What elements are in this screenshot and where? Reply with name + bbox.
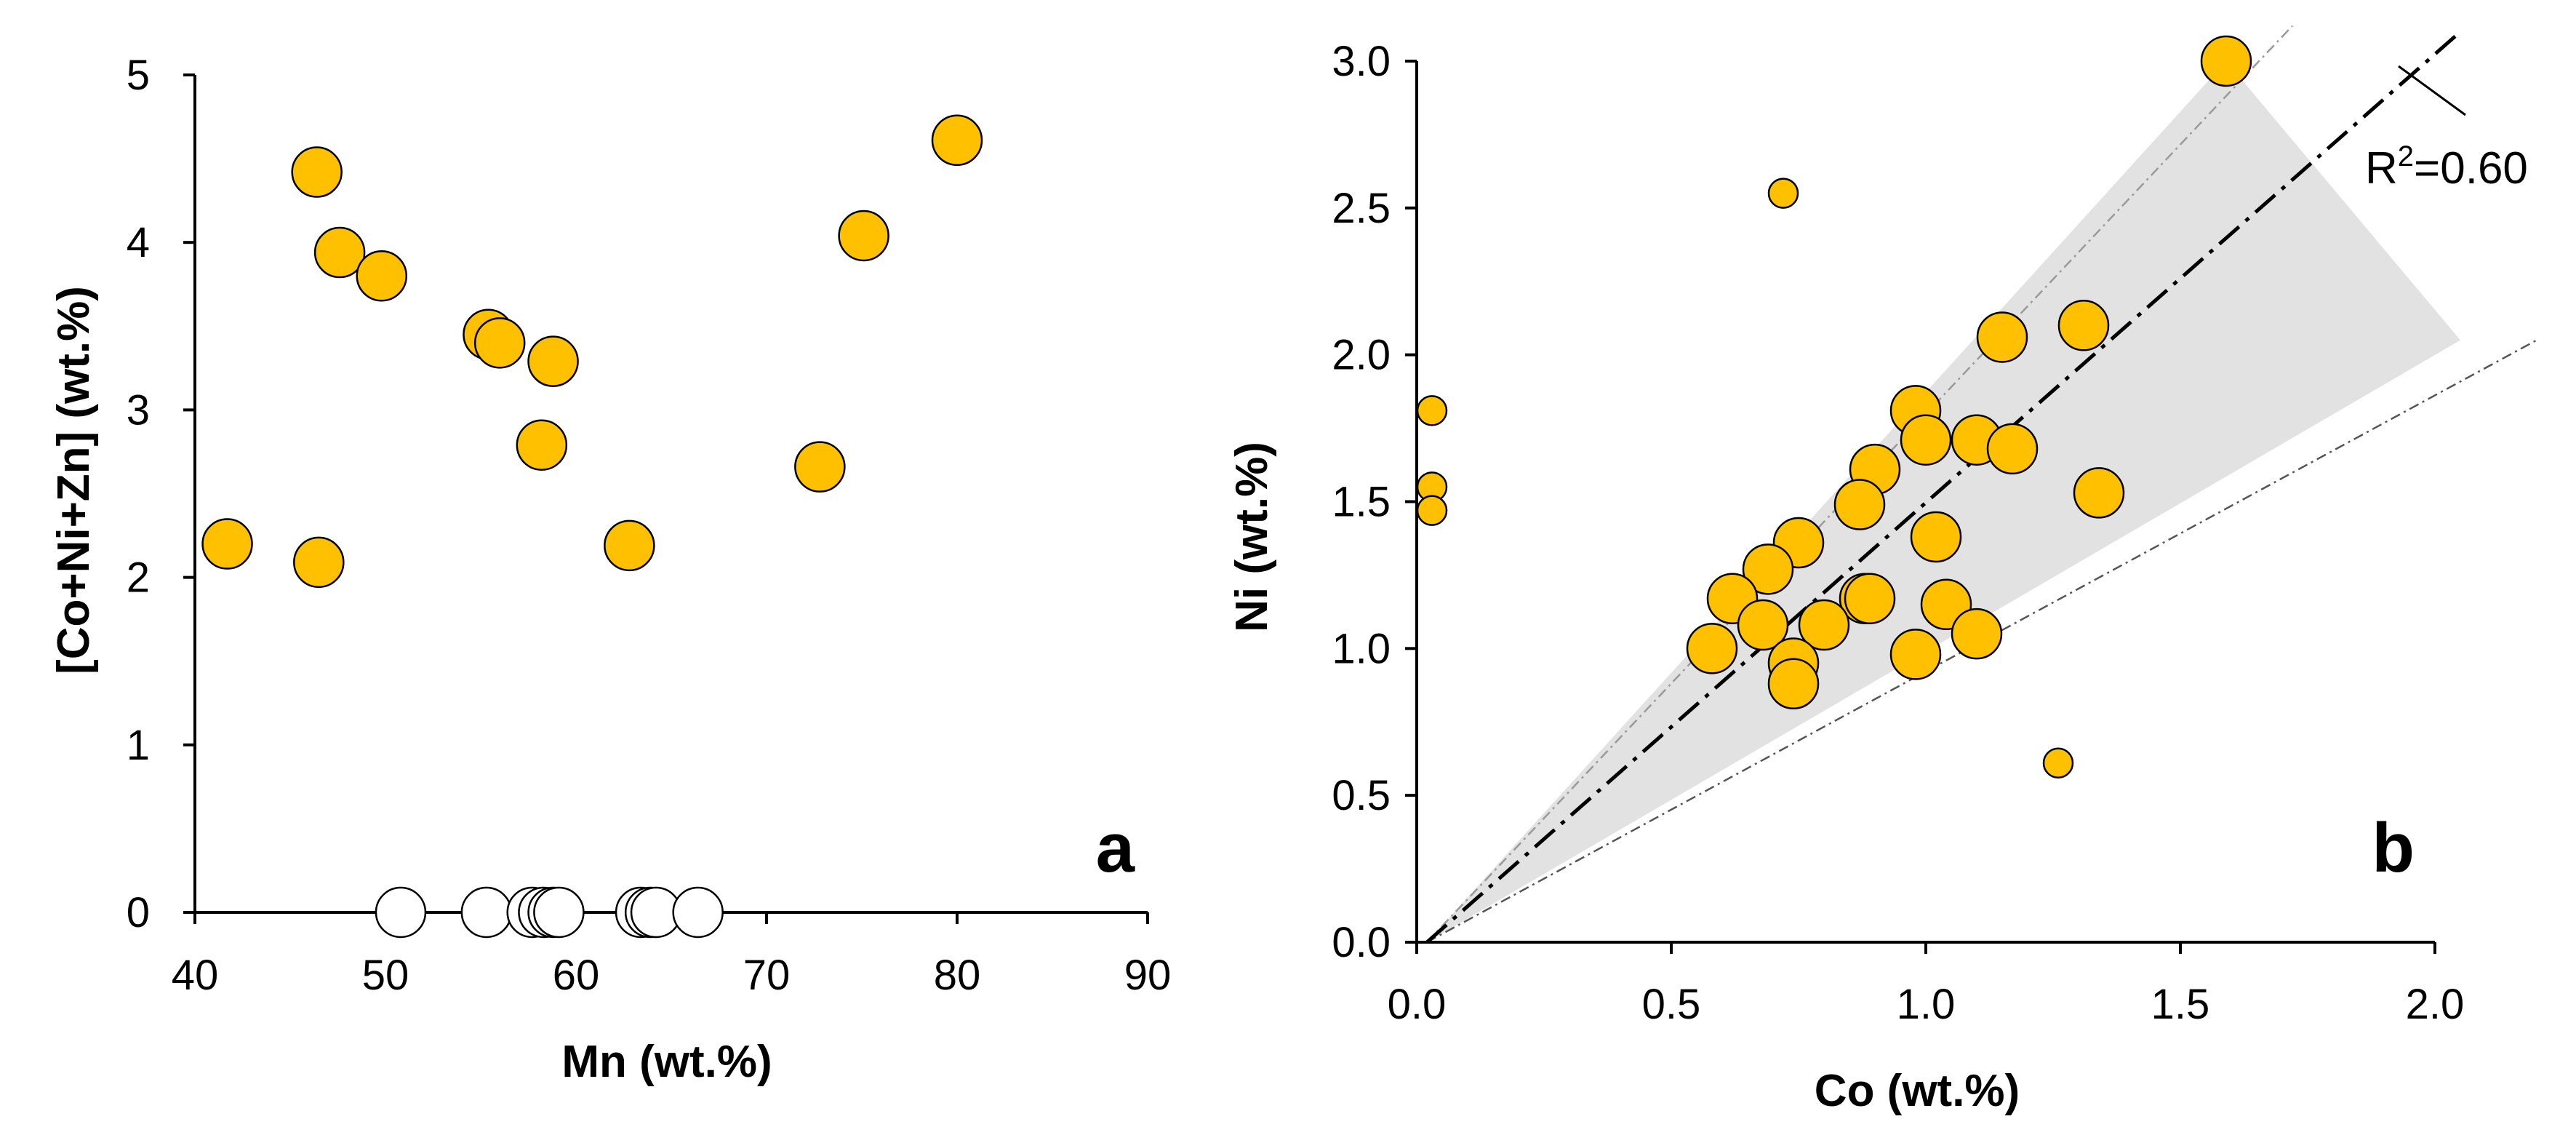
panel-a-y-tick-label: 0 bbox=[127, 889, 150, 936]
panel-a-filled-point bbox=[201, 518, 253, 570]
panel-b-y-tick-label: 2.5 bbox=[1332, 185, 1391, 232]
panel-a-x-tick-label: 40 bbox=[172, 952, 219, 999]
annotation-superscript: 2 bbox=[2398, 140, 2414, 172]
panel-b-large-point bbox=[1737, 599, 1789, 651]
panel-b-large-point bbox=[1889, 629, 1942, 680]
panel-a-x-tick-labels: 40 50 60 70 80 90 bbox=[172, 952, 1172, 999]
panel-b-small-point bbox=[1416, 395, 1448, 426]
panel-a-x-tick-label: 80 bbox=[934, 952, 981, 999]
panel-b-upper-bound-line bbox=[1426, 25, 2293, 943]
panel-b-y-tick-label: 1.5 bbox=[1332, 479, 1391, 526]
panel-b-y-tick-label: 1.0 bbox=[1332, 625, 1391, 672]
panel-b-y-tick-labels: 0.0 0.5 1.0 1.5 2.0 2.5 3.0 bbox=[1332, 38, 1391, 966]
panel-b-x-tick-label: 2.0 bbox=[2406, 981, 2465, 1028]
panel-b-y-axis-title: Ni (wt.%) bbox=[1227, 442, 1277, 632]
panel-b-data-points bbox=[1416, 35, 2252, 779]
panel-b-r-squared-annotation: R2=0.60 bbox=[2365, 140, 2528, 194]
panel-a-filled-point bbox=[794, 441, 846, 493]
panel-b-small-point bbox=[1767, 178, 1799, 209]
panel-b-large-point bbox=[2200, 35, 2252, 87]
annotation-value: =0.60 bbox=[2414, 143, 2528, 194]
panel-b-large-point bbox=[2073, 467, 2125, 519]
panel-a-y-tick-labels: 0 1 2 3 4 5 bbox=[127, 52, 150, 936]
panel-a-x-tick-label: 70 bbox=[743, 952, 791, 999]
panel-b-x-axis-title: Co (wt.%) bbox=[1815, 1066, 2020, 1116]
panel-b-large-point bbox=[1798, 599, 1850, 651]
panel-b-x-tick-label: 0.0 bbox=[1388, 981, 1447, 1028]
panel-b-large-point bbox=[1767, 658, 1820, 710]
panel-a-filled-point bbox=[313, 226, 366, 279]
panel-b-large-point bbox=[1986, 423, 2039, 475]
panel-a-filled-point bbox=[293, 536, 345, 589]
panel-a-filled-point bbox=[473, 317, 526, 369]
panel-b-regression-line bbox=[1425, 30, 2462, 944]
panel-b: R2=0.60 0.0 0.5 1.0 1.5 2.0 0.0 0.5 1.0 … bbox=[1227, 25, 2537, 1116]
panel-b-large-point bbox=[1742, 543, 1794, 595]
panel-a-x-tick-label: 50 bbox=[362, 952, 409, 999]
panel-b-large-point bbox=[1686, 623, 1738, 674]
panel-b-large-point bbox=[1976, 311, 2028, 363]
panel-a-filled-point bbox=[516, 419, 568, 471]
panel-a-open-point bbox=[375, 886, 427, 939]
annotation-base: R bbox=[2365, 143, 2398, 194]
panel-b-small-point bbox=[1416, 495, 1448, 526]
panel-a-x-tick-label: 90 bbox=[1124, 952, 1172, 999]
panel-b-large-point bbox=[1844, 573, 1896, 624]
panel-b-y-tick-label: 2.0 bbox=[1332, 332, 1391, 379]
panel-b-label: b bbox=[2372, 809, 2415, 887]
panel-a-open-point bbox=[533, 886, 585, 939]
panel-a-filled-point bbox=[931, 114, 983, 167]
panel-a-open-point bbox=[672, 886, 724, 939]
panel-b-large-point bbox=[1910, 511, 1962, 563]
panel-a-filled-point bbox=[527, 335, 579, 387]
panel-a-y-axis-title: [Co+Ni+Zn] (wt.%) bbox=[49, 286, 99, 674]
panel-a-x-axis-title: Mn (wt.%) bbox=[561, 1037, 772, 1087]
panel-b-small-point bbox=[2042, 747, 2074, 779]
panel-a-data-points bbox=[201, 114, 983, 939]
panel-b-large-point bbox=[2057, 300, 2110, 351]
panel-a-y-tick-label: 5 bbox=[127, 52, 150, 99]
panel-a-filled-point bbox=[604, 519, 655, 572]
panel-a-filled-point bbox=[356, 250, 408, 302]
panel-b-y-tick-label: 0.5 bbox=[1332, 772, 1391, 819]
panel-a-open-point bbox=[460, 886, 513, 939]
panel-a-x-tick-label: 60 bbox=[553, 952, 600, 999]
panel-b-x-tick-label: 1.0 bbox=[1897, 981, 1956, 1028]
panel-b-axes bbox=[1405, 60, 2436, 954]
panel-b-y-tick-label: 0.0 bbox=[1332, 919, 1391, 966]
panel-a: 40 50 60 70 80 90 0 1 2 3 4 5 Mn (wt.%) … bbox=[49, 52, 1171, 1087]
panel-b-y-tick-label: 3.0 bbox=[1332, 38, 1391, 85]
panel-b-large-point bbox=[1833, 479, 1886, 530]
panel-b-x-tick-label: 0.5 bbox=[1642, 981, 1701, 1028]
panel-a-filled-point bbox=[838, 210, 889, 262]
panel-b-x-tick-labels: 0.0 0.5 1.0 1.5 2.0 bbox=[1388, 981, 2465, 1028]
panel-b-large-point bbox=[1900, 414, 1952, 466]
panel-a-y-tick-label: 4 bbox=[127, 219, 150, 266]
panel-a-axes bbox=[183, 73, 1149, 924]
panel-a-label: a bbox=[1096, 809, 1135, 887]
panel-a-filled-point bbox=[291, 146, 343, 198]
panel-b-envelope-shading bbox=[1427, 61, 2460, 942]
panel-a-y-tick-label: 3 bbox=[127, 386, 150, 434]
panel-b-annotation-leader bbox=[2398, 65, 2466, 116]
panel-b-x-tick-label: 1.5 bbox=[2151, 981, 2210, 1028]
panel-a-y-tick-label: 2 bbox=[127, 554, 150, 602]
panel-a-y-tick-label: 1 bbox=[127, 722, 150, 769]
panel-b-large-point bbox=[1951, 608, 2003, 660]
